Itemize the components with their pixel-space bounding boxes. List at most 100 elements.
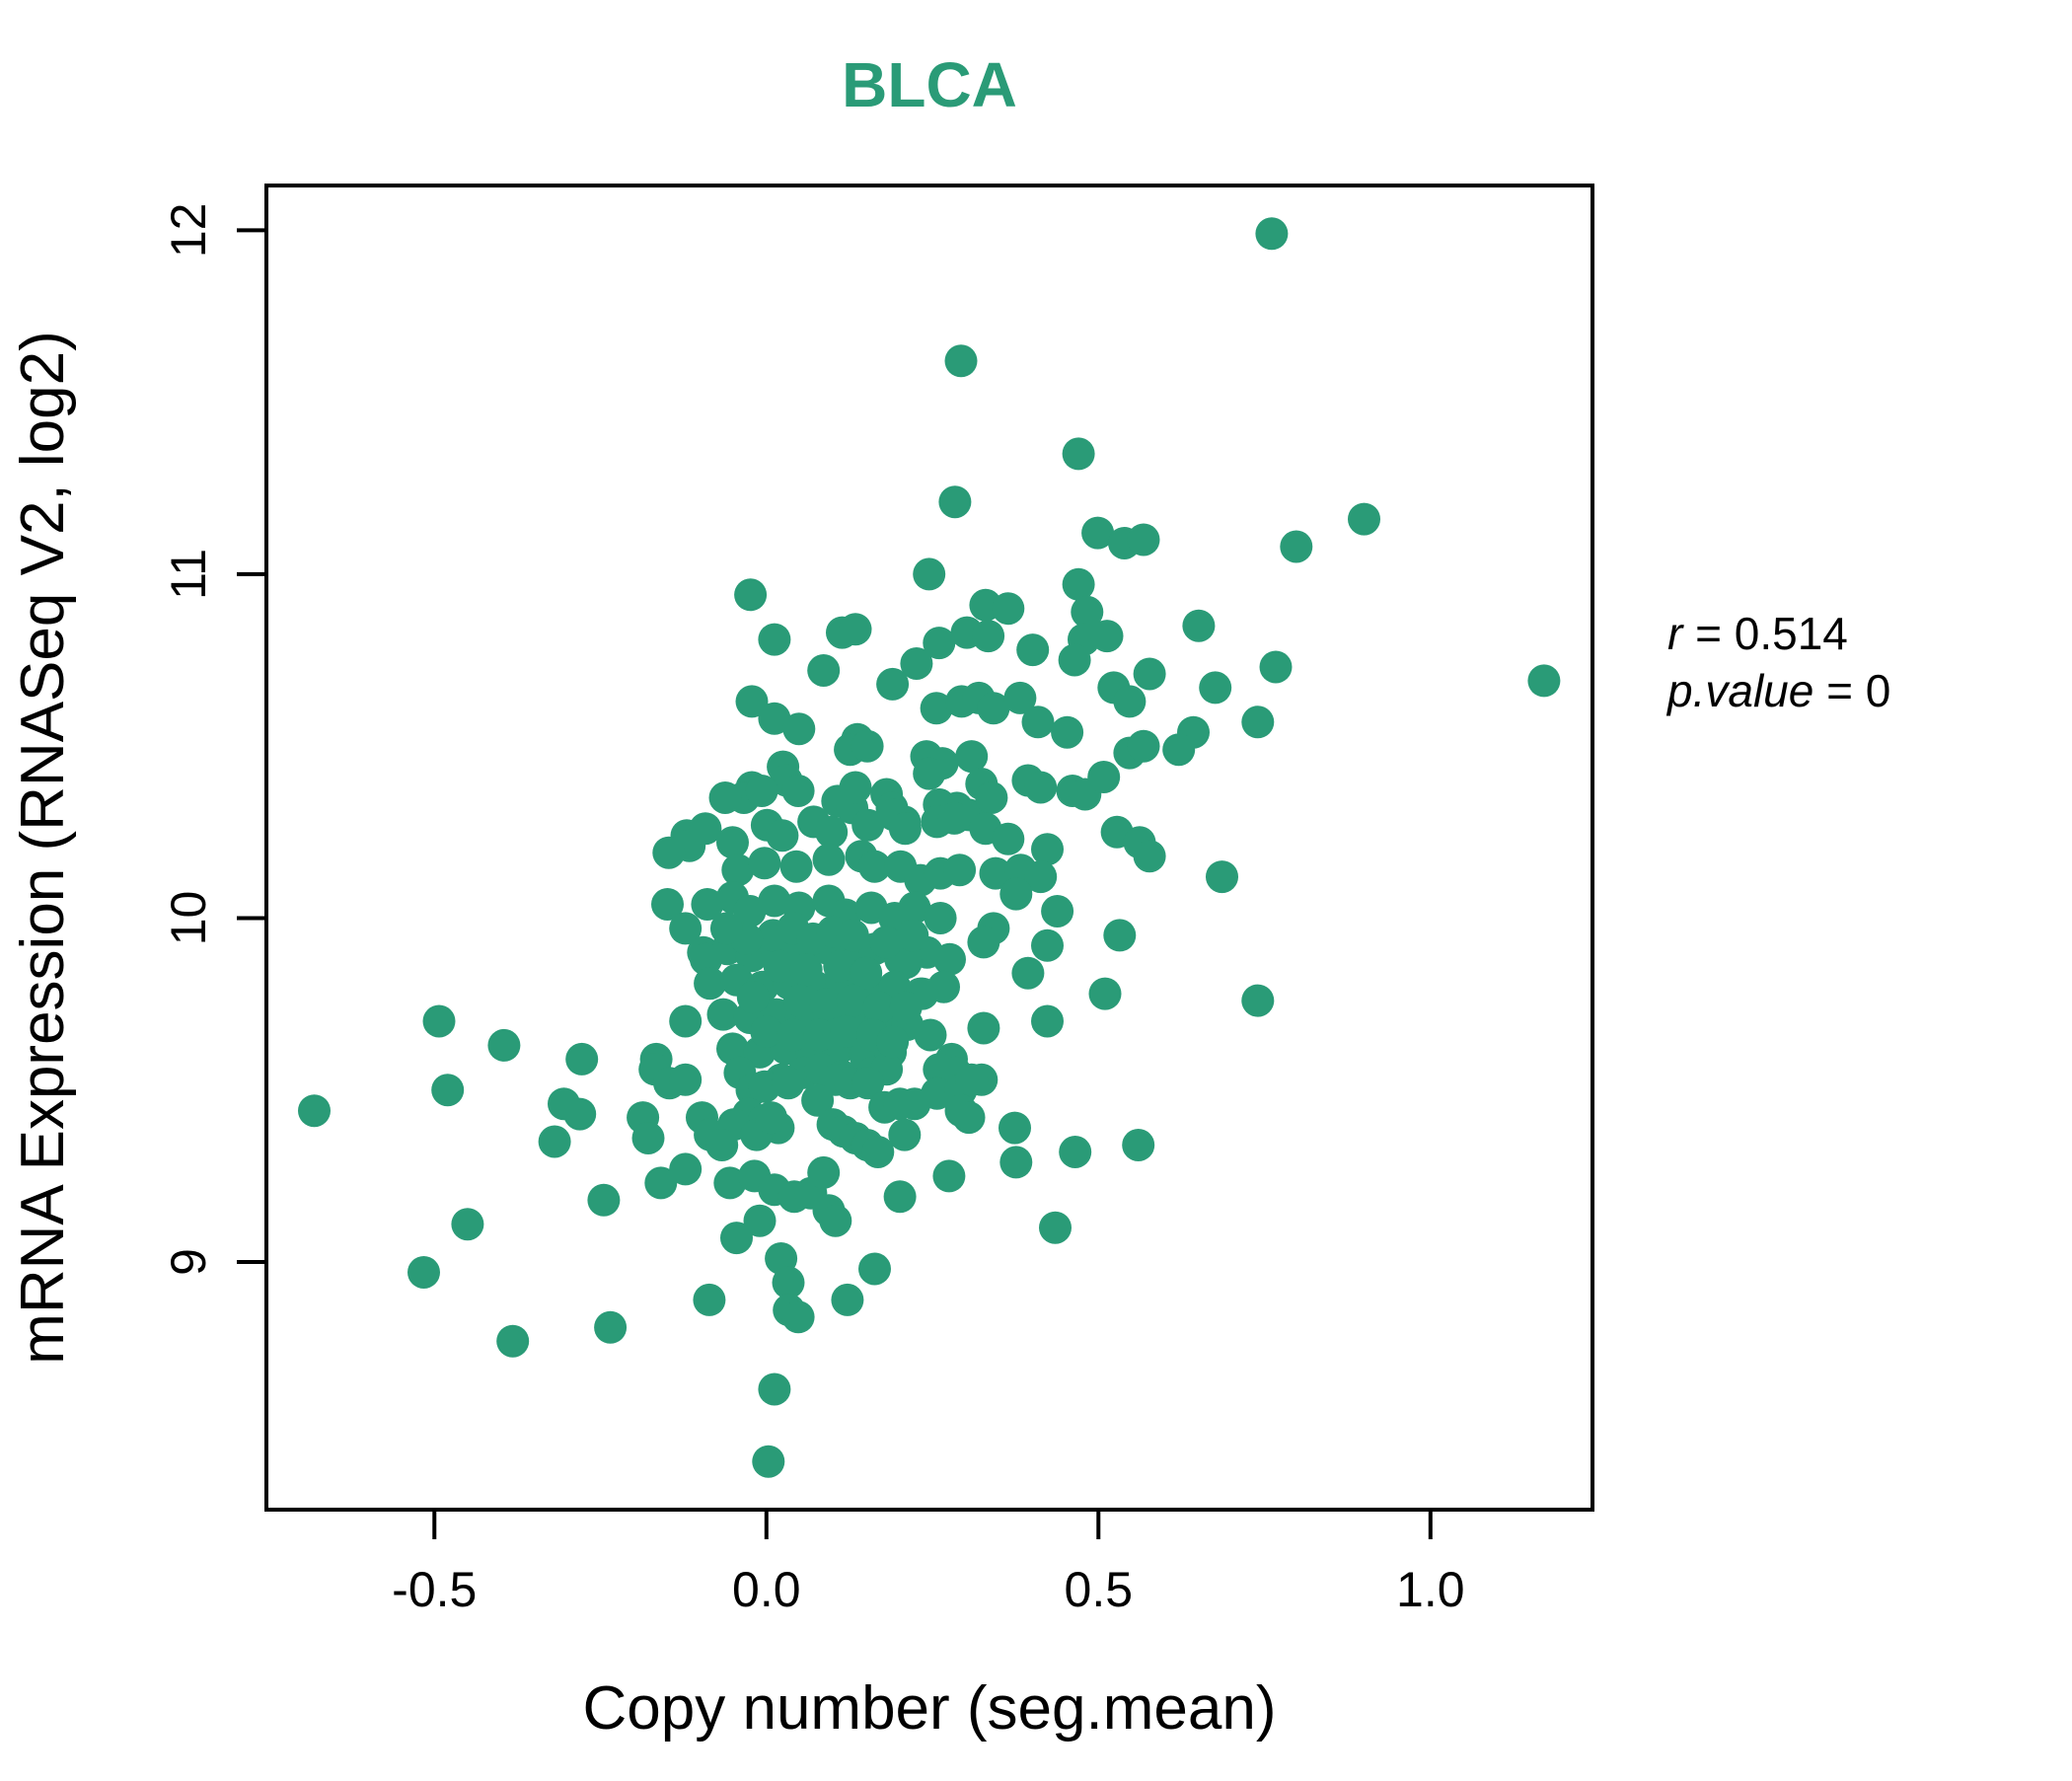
- data-point: [952, 1101, 986, 1135]
- plot-title: BLCA: [842, 49, 1017, 120]
- data-point: [977, 692, 1010, 725]
- data-point: [999, 877, 1033, 911]
- data-point: [487, 1028, 521, 1062]
- data-point: [1199, 671, 1232, 705]
- x-axis-title: Copy number (seg.mean): [583, 1674, 1277, 1743]
- data-point: [914, 1018, 947, 1052]
- data-point: [1182, 609, 1216, 642]
- data-point: [631, 1122, 665, 1154]
- data-point: [888, 812, 922, 846]
- data-point: [851, 1067, 885, 1100]
- data-point: [1031, 928, 1064, 962]
- data-point: [862, 991, 896, 1024]
- data-point: [1133, 840, 1166, 873]
- data-point: [705, 1129, 739, 1161]
- data-point: [772, 1266, 805, 1299]
- data-point: [691, 888, 724, 921]
- data-point: [807, 1155, 841, 1189]
- data-point: [758, 702, 791, 735]
- data-point: [1127, 729, 1160, 763]
- data-point: [690, 942, 722, 976]
- data-point: [999, 1146, 1033, 1179]
- data-point: [1113, 685, 1147, 718]
- data-point: [1051, 715, 1084, 749]
- x-tick-label: 0.0: [732, 1562, 801, 1617]
- data-point: [766, 819, 799, 853]
- y-tick-label: 10: [161, 891, 216, 946]
- data-point: [1162, 733, 1196, 767]
- data-point: [1016, 633, 1050, 667]
- data-point: [587, 1183, 621, 1217]
- data-point: [750, 1015, 783, 1048]
- data-point: [652, 836, 686, 869]
- data-point: [839, 613, 872, 646]
- data-point: [758, 884, 791, 918]
- data-point: [898, 891, 931, 925]
- p-symbol: p.value: [1665, 665, 1813, 716]
- data-point: [924, 902, 957, 934]
- data-point: [745, 775, 778, 807]
- data-point: [651, 888, 684, 921]
- data-point: [1041, 895, 1074, 928]
- data-point: [781, 775, 815, 807]
- data-point: [900, 647, 933, 680]
- data-point: [781, 1300, 815, 1334]
- data-point: [709, 912, 743, 945]
- data-point: [734, 578, 768, 612]
- data-point: [1031, 833, 1064, 866]
- data-point: [748, 847, 781, 880]
- data-point: [669, 912, 703, 945]
- data-point: [777, 1018, 810, 1052]
- data-point: [1031, 1004, 1064, 1038]
- data-point: [812, 843, 846, 876]
- data-point: [689, 812, 722, 846]
- data-point: [1024, 771, 1058, 804]
- data-point: [938, 485, 972, 519]
- data-point: [1062, 437, 1095, 471]
- data-point: [920, 692, 953, 725]
- data-point: [913, 557, 946, 591]
- data-point: [716, 826, 749, 859]
- data-point: [736, 981, 770, 1014]
- data-point: [782, 712, 816, 746]
- data-point: [1348, 502, 1380, 536]
- data-point: [1103, 919, 1137, 952]
- data-point: [1062, 567, 1095, 601]
- data-point: [1024, 860, 1058, 894]
- data-point: [720, 1222, 753, 1255]
- data-point: [933, 942, 966, 976]
- data-point: [898, 1087, 931, 1121]
- data-point: [967, 926, 1000, 959]
- data-point: [889, 991, 923, 1024]
- data-point: [422, 1004, 456, 1038]
- data-point: [923, 627, 956, 660]
- plot-box-border: [264, 184, 1594, 1512]
- data-point: [563, 1097, 597, 1131]
- y-tick-label: 12: [161, 203, 216, 259]
- data-point: [1241, 705, 1275, 739]
- data-point: [538, 1125, 571, 1158]
- data-point: [1241, 984, 1275, 1017]
- data-point: [807, 654, 841, 687]
- correlation-p-annotation: p.value = 0: [1665, 665, 1890, 716]
- data-point: [1122, 1129, 1155, 1161]
- data-point: [999, 1111, 1031, 1145]
- data-point: [801, 1083, 835, 1117]
- data-point: [869, 926, 903, 959]
- data-point: [451, 1208, 484, 1241]
- data-point: [721, 853, 755, 887]
- y-axis-ticks: [237, 228, 266, 1265]
- data-point: [858, 850, 891, 883]
- data-point: [943, 853, 977, 887]
- data-point: [823, 949, 856, 983]
- p-value: = 0: [1813, 665, 1890, 716]
- data-point: [782, 984, 816, 1017]
- data-point: [836, 919, 869, 952]
- data-point: [932, 1159, 966, 1193]
- data-point: [979, 856, 1012, 890]
- y-axis-tick-labels: 9 10 11 12: [161, 203, 216, 1276]
- x-tick-label: -0.5: [392, 1562, 477, 1617]
- x-tick-label: 1.0: [1396, 1562, 1465, 1617]
- data-point: [733, 895, 767, 928]
